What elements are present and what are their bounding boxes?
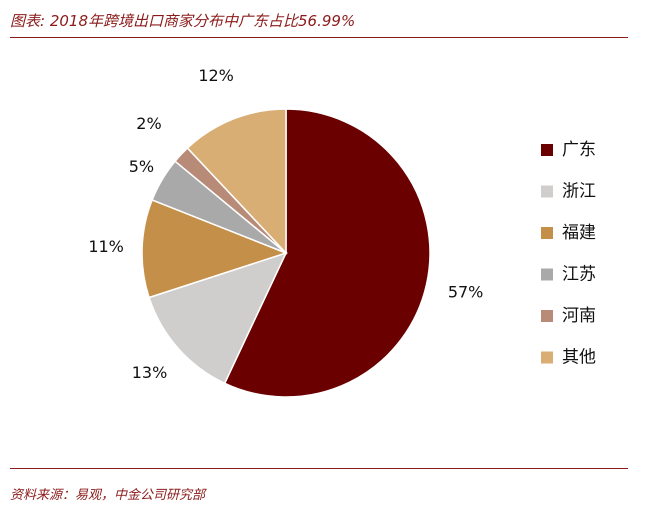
pie-percent-labels: 57% 13% 11% 5% 2% 12%	[88, 66, 483, 382]
legend-label-4: 江苏	[562, 265, 596, 285]
legend-swatch-1	[541, 144, 553, 156]
legend-swatch-3	[541, 227, 553, 239]
pie-slice-6	[186, 108, 287, 255]
pie-label-1: 57%	[448, 283, 484, 302]
pie-slices	[141, 108, 431, 398]
pie-label-4: 5%	[129, 157, 154, 176]
legend-label-5: 河南	[562, 306, 596, 326]
pie-slice-1	[223, 108, 431, 398]
pie-label-5: 2%	[136, 114, 161, 133]
legend-swatch-2	[541, 185, 553, 198]
legend-label-6: 其他	[562, 348, 596, 368]
legend-label-3: 福建	[562, 223, 596, 243]
pie-slice-3	[141, 199, 289, 299]
source-note: 资料来源：易观，中金公司研究部	[10, 488, 206, 503]
bottom-divider	[10, 468, 628, 469]
legend-label-2: 浙江	[562, 182, 596, 202]
legend-swatch-4	[541, 268, 553, 281]
pie-label-3: 11%	[88, 237, 124, 256]
pie-slice-2	[148, 251, 288, 385]
pie-label-2: 13%	[132, 363, 168, 382]
chart-title: 图表: 2018年跨境出口商家分布中广东占比56.99%	[10, 12, 356, 30]
legend-label-1: 广东	[562, 140, 596, 160]
legend-swatch-6	[541, 351, 553, 364]
legend-swatch-5	[541, 310, 553, 322]
pie-label-6: 12%	[198, 66, 234, 85]
top-divider	[10, 37, 628, 38]
